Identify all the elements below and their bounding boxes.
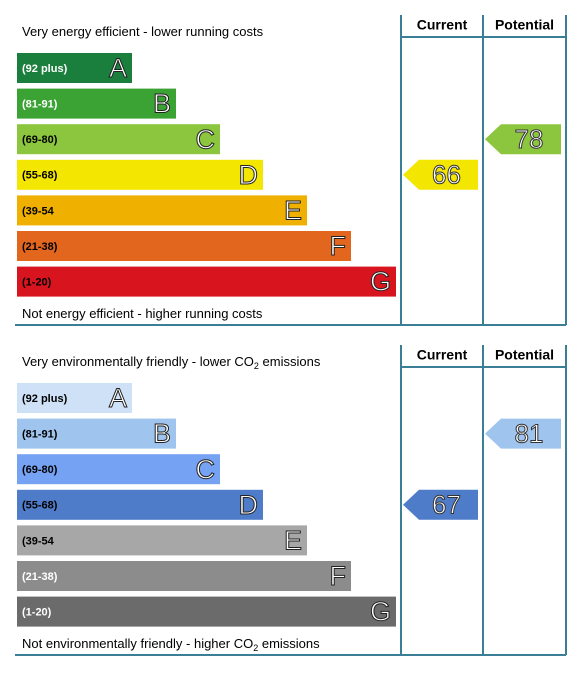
label-part: Not energy efficient - higher running co… — [22, 306, 263, 321]
band-range: (69-80) — [22, 464, 58, 476]
label: Not environmentally friendly - higher CO… — [22, 636, 320, 653]
band-range: (92 plus) — [22, 393, 68, 405]
band — [17, 596, 396, 627]
band — [17, 53, 132, 83]
band — [17, 231, 351, 261]
column-header: Potential — [495, 17, 554, 33]
band-range: (1-20) — [22, 277, 52, 289]
label-part: Very energy efficient - lower running co… — [22, 24, 264, 39]
band-letter: A — [109, 383, 127, 413]
rating-arrow — [485, 418, 561, 449]
band — [17, 561, 351, 591]
label: Very energy efficient - lower running co… — [22, 24, 264, 39]
band — [17, 266, 396, 297]
band-range: (39-54 — [22, 205, 55, 217]
band-letter: F — [330, 231, 347, 261]
label-part: emissions — [258, 636, 320, 651]
band-letter: D — [239, 490, 259, 520]
band-letter: B — [153, 89, 171, 119]
band-letter: A — [109, 53, 127, 83]
band-letter: G — [370, 267, 391, 297]
rating-value: 66 — [432, 160, 461, 190]
subscript: 2 — [253, 643, 258, 653]
band-range: (69-80) — [22, 134, 58, 146]
rating-value: 78 — [515, 124, 544, 154]
label: Very environmentally friendly - lower CO… — [22, 354, 321, 371]
rating-arrow — [485, 124, 561, 155]
band-range: (55-68) — [22, 170, 58, 182]
rating-arrow — [403, 159, 478, 190]
column-header: Current — [417, 17, 468, 33]
band-range: (21-38) — [22, 241, 58, 253]
band — [17, 489, 263, 520]
label-part: Not environmentally friendly - higher CO — [22, 636, 253, 651]
band-range: (1-20) — [22, 607, 52, 619]
band-range: (81-91) — [22, 429, 58, 441]
band-range: (39-54 — [22, 535, 55, 547]
band — [17, 418, 176, 449]
rating-arrow — [403, 489, 478, 520]
rating-value: 67 — [432, 490, 461, 520]
rating-value: 81 — [515, 418, 544, 448]
band-letter: D — [239, 160, 259, 190]
column-header: Current — [417, 347, 468, 363]
band-range: (81-91) — [22, 99, 58, 111]
band — [17, 525, 307, 556]
label: Not energy efficient - higher running co… — [22, 306, 263, 321]
band — [17, 383, 132, 413]
band-letter: B — [153, 419, 171, 449]
band — [17, 195, 307, 226]
band-letter: C — [196, 124, 216, 154]
subscript: 2 — [254, 361, 259, 371]
band-letter: G — [370, 597, 391, 627]
label-part: Very environmentally friendly - lower CO — [22, 354, 254, 369]
band-letter: C — [196, 454, 216, 484]
band — [17, 454, 220, 485]
band — [17, 124, 220, 155]
band — [17, 88, 176, 119]
column-header: Potential — [495, 347, 554, 363]
label-part: emissions — [259, 354, 321, 369]
band-range: (92 plus) — [22, 63, 68, 75]
band-range: (21-38) — [22, 571, 58, 583]
band — [17, 159, 263, 190]
band-letter: E — [284, 526, 302, 556]
band-range: (55-68) — [22, 500, 58, 512]
band-letter: F — [330, 561, 347, 591]
band-letter: E — [284, 196, 302, 226]
